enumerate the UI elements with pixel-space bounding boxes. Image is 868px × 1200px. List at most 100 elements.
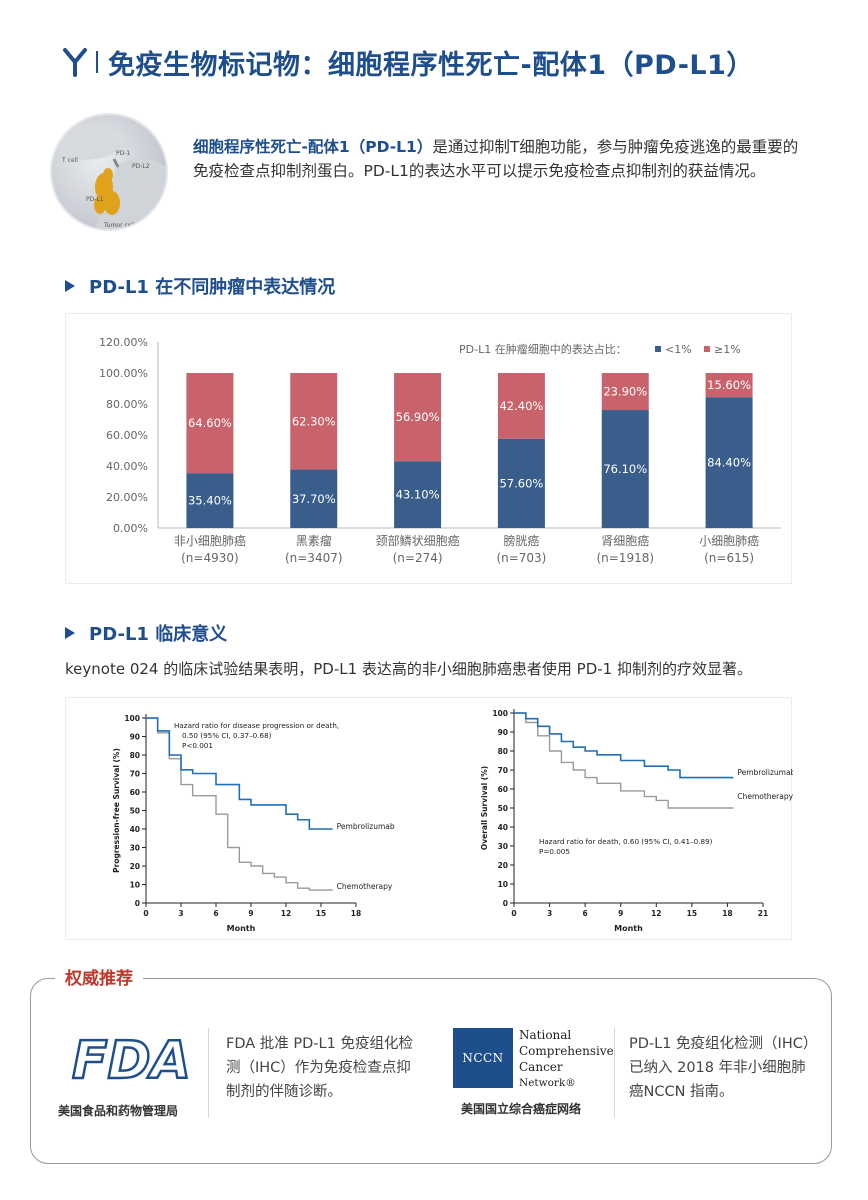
nccn-logo: NCCN: [453, 1028, 513, 1088]
pd-l1-illustration: T cell PD-1 PD-L2 PD-L1 Tumor cell: [50, 113, 168, 231]
data-label: 84.40%: [707, 456, 751, 470]
y-tick-label: 0: [135, 899, 140, 908]
x-tick-label: 12: [651, 909, 661, 918]
y-tick-label: 70: [498, 766, 508, 775]
y-tick-label: 10: [498, 880, 508, 889]
hazard-ratio-annotation: P<0.001: [182, 741, 213, 750]
y-tick-label: 80.00%: [106, 398, 148, 411]
category-label: 肾细胞癌: [601, 533, 649, 548]
y-tick-label: 20: [130, 862, 140, 871]
chemotherapy-label: Chemotherapy: [737, 792, 793, 801]
pembrolizumab-curve: [146, 717, 333, 830]
chemotherapy-label: Chemotherapy: [337, 882, 393, 891]
bar-below-1pct: [497, 438, 545, 528]
x-tick-label: 6: [583, 909, 588, 918]
pembrolizumab-curve: [514, 712, 734, 779]
data-label: 62.30%: [292, 414, 336, 428]
bar-below-1pct: [394, 461, 442, 528]
fda-caption: 美国食品和药物管理局: [58, 1104, 179, 1118]
km-curves-panel: 0 10 20 30 40 50 60 70 80 90 100 0 3 6 9 12 15 18 Month Pro…: [65, 697, 793, 940]
y-tick-label: 20.00%: [106, 491, 148, 504]
y-tick-label: 30: [130, 844, 140, 853]
bar-above-1pct: [290, 373, 338, 470]
bar-above-1pct: [394, 373, 442, 462]
category-label: 黑素瘤: [296, 533, 332, 548]
x-tick-label: 21: [758, 909, 768, 918]
category-count: (n=4930): [181, 551, 239, 565]
y-tick-label: 80: [130, 751, 140, 760]
x-tick-label: 0: [143, 909, 148, 918]
y-tick-label: 70: [130, 770, 140, 779]
tcell-label: T cell: [61, 157, 78, 164]
pembrolizumab-label: Pembrolizumab: [337, 822, 395, 831]
legend-label: ≥1%: [714, 343, 741, 356]
data-label: 43.10%: [396, 488, 440, 502]
data-label: 37.70%: [292, 492, 336, 506]
x-tick-label: 15: [316, 909, 326, 918]
x-tick-label: 12: [281, 909, 291, 918]
nccn-line: Comprehensive: [519, 1044, 614, 1058]
triangle-bullet-icon: [65, 627, 75, 639]
chemotherapy-curve: [146, 717, 333, 891]
y-tick-label: 40.00%: [106, 460, 148, 473]
section-expression-title: PD-L1 在不同肿瘤中表达情况: [65, 273, 335, 299]
y-tick-label: 40: [130, 825, 140, 834]
hazard-ratio-annotation: Hazard ratio for death, 0.60 (95% CI, 0.…: [539, 837, 713, 846]
legend-title: PD-L1 在肿瘤细胞中的表达占比：: [459, 342, 627, 356]
legend-swatch: [704, 346, 710, 352]
y-tick-label: 60: [498, 785, 508, 794]
antibody-logo-icon: [63, 48, 87, 77]
bar-below-1pct: [601, 410, 649, 528]
y-tick-label: 0.00%: [113, 522, 148, 535]
y-axis-label: Progression-free Survival (%): [112, 748, 121, 873]
bar-below-1pct: [186, 473, 234, 528]
y-tick-label: 90: [130, 733, 140, 742]
x-tick-label: 18: [722, 909, 732, 918]
x-tick-label: 9: [618, 909, 623, 918]
data-label: 56.90%: [396, 410, 440, 424]
authority-title: 权威推荐: [55, 964, 143, 989]
bar-above-1pct: [705, 373, 753, 398]
legend-swatch: [655, 346, 661, 352]
category-count: (n=1918): [596, 551, 654, 565]
y-tick-label: 90: [498, 728, 508, 737]
section-clinical-title: PD-L1 临床意义: [65, 620, 227, 646]
data-label: 42.40%: [499, 399, 543, 413]
pdl1-label: PD-L1: [86, 196, 104, 203]
divider: [208, 1028, 209, 1118]
y-tick-label: 40: [498, 823, 508, 832]
y-tick-label: 100: [492, 709, 508, 718]
triangle-bullet-icon: [65, 280, 75, 292]
data-label: 35.40%: [188, 494, 232, 508]
expression-bar-chart: 0.00% 20.00% 40.00% 60.00% 80.00% 100.00% 120.…: [99, 336, 781, 565]
x-axis-label: Month: [614, 924, 643, 933]
bar-below-1pct: [705, 397, 753, 528]
pdl2-label: PD-L2: [132, 163, 150, 170]
page-header: 免疫生物标记物：细胞程序性死亡-配体1（PD-L1）: [62, 42, 754, 82]
category-label: 小细胞肺癌: [699, 533, 759, 548]
category-label: 颈部鳞状细胞癌: [376, 533, 460, 548]
y-tick-label: 80: [498, 747, 508, 756]
category-count: (n=274): [393, 551, 443, 565]
bar-above-1pct: [186, 373, 234, 474]
page-title: 免疫生物标记物：细胞程序性死亡-配体1（PD-L1）: [108, 49, 754, 81]
x-tick-label: 3: [547, 909, 552, 918]
y-tick-label: 60.00%: [106, 429, 148, 442]
fda-description: FDA 批准 PD-L1 免疫组化检测（IHC）作为免疫检查点抑制剂的伴随诊断。: [226, 1036, 413, 1100]
nccn-line: Cancer: [519, 1060, 563, 1074]
legend-label: <1%: [665, 343, 692, 356]
divider: [614, 1028, 615, 1118]
y-tick-label: 60: [130, 788, 140, 797]
y-tick-label: 50: [498, 804, 508, 813]
section-expression-label: PD-L1 在不同肿瘤中表达情况: [89, 277, 336, 298]
bar-below-1pct: [290, 469, 338, 528]
x-tick-label: 15: [687, 909, 697, 918]
hazard-ratio-annotation: Hazard ratio for disease progression or …: [174, 721, 339, 730]
section-clinical-label: PD-L1 临床意义: [89, 624, 228, 645]
data-label: 64.60%: [188, 416, 232, 430]
intro-paragraph: 细胞程序性死亡-配体1（PD-L1）是通过抑制T细胞功能，参与肿瘤免疫逃逸的最重…: [193, 135, 808, 183]
y-tick-label: 100.00%: [99, 367, 148, 380]
data-label: 57.60%: [499, 476, 543, 490]
pembrolizumab-label: Pembrolizumab: [737, 768, 793, 777]
category-count: (n=703): [496, 551, 546, 565]
